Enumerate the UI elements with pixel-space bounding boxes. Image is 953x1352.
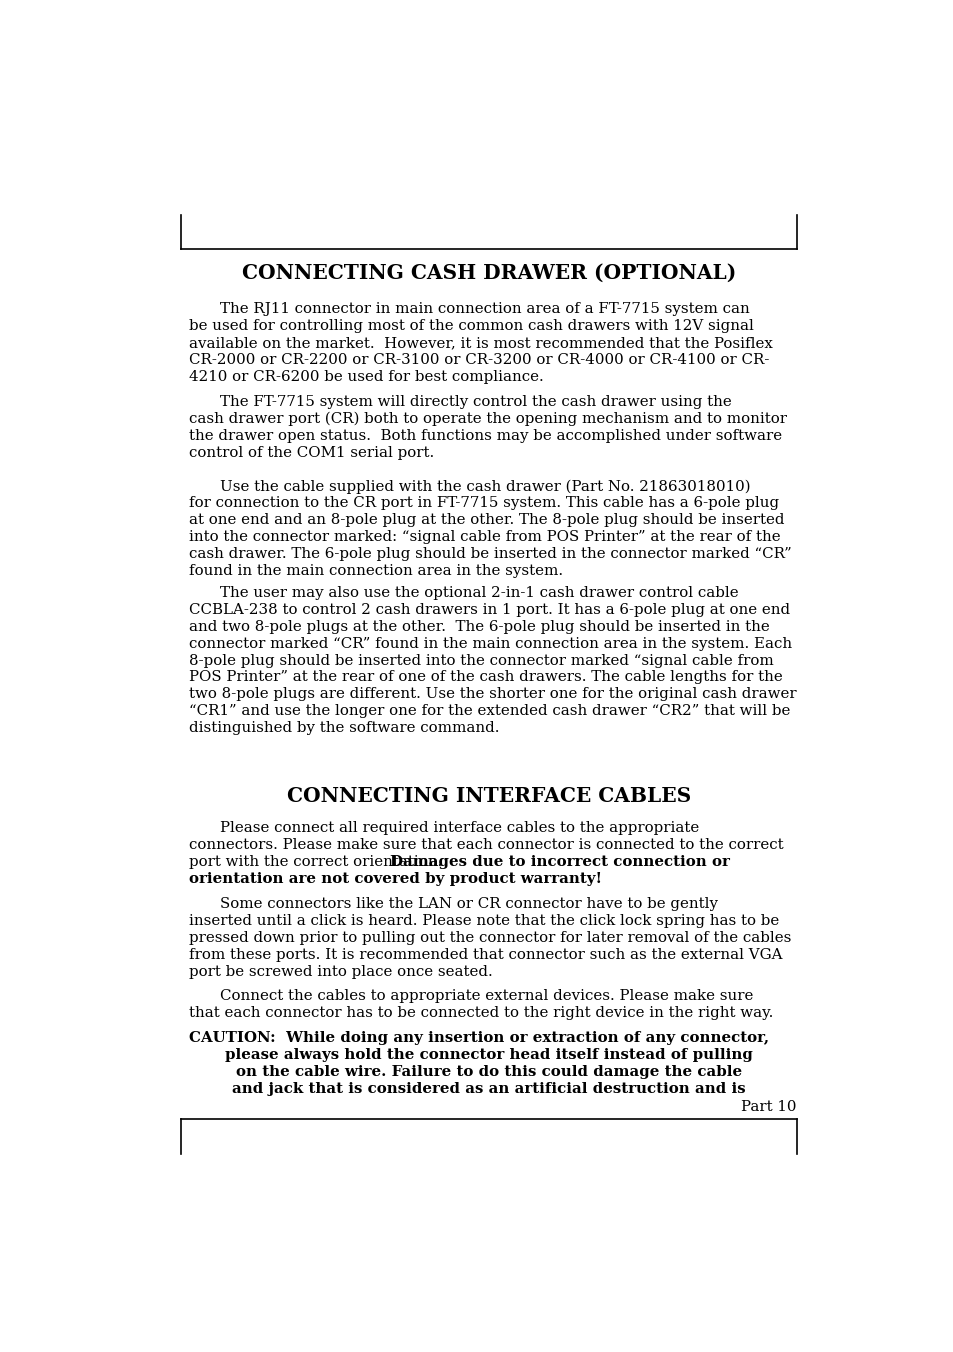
Text: port with the correct orientation.: port with the correct orientation.: [189, 856, 447, 869]
Text: two 8-pole plugs are different. Use the shorter one for the original cash drawer: two 8-pole plugs are different. Use the …: [189, 687, 796, 702]
Text: The RJ11 connector in main connection area of a FT-7715 system can: The RJ11 connector in main connection ar…: [220, 303, 749, 316]
Text: please always hold the connector head itself instead of pulling: please always hold the connector head it…: [225, 1048, 752, 1061]
Text: The user may also use the optional 2-in-1 cash drawer control cable: The user may also use the optional 2-in-…: [220, 585, 738, 600]
Text: Please connect all required interface cables to the appropriate: Please connect all required interface ca…: [220, 822, 699, 836]
Text: cash drawer port (CR) both to operate the opening mechanism and to monitor: cash drawer port (CR) both to operate th…: [189, 412, 786, 426]
Text: found in the main connection area in the system.: found in the main connection area in the…: [189, 564, 562, 579]
Text: that each connector has to be connected to the right device in the right way.: that each connector has to be connected …: [189, 1006, 773, 1021]
Text: Connect the cables to appropriate external devices. Please make sure: Connect the cables to appropriate extern…: [220, 990, 753, 1003]
Text: be used for controlling most of the common cash drawers with 12V signal: be used for controlling most of the comm…: [189, 319, 753, 334]
Text: CONNECTING INTERFACE CABLES: CONNECTING INTERFACE CABLES: [287, 786, 690, 806]
Text: at one end and an 8-pole plug at the other. The 8-pole plug should be inserted: at one end and an 8-pole plug at the oth…: [189, 514, 783, 527]
Text: into the connector marked: “signal cable from POS Printer” at the rear of the: into the connector marked: “signal cable…: [189, 530, 780, 545]
Text: Damages due to incorrect connection or: Damages due to incorrect connection or: [390, 856, 730, 869]
Text: CR-2000 or CR-2200 or CR-3100 or CR-3200 or CR-4000 or CR-4100 or CR-: CR-2000 or CR-2200 or CR-3100 or CR-3200…: [189, 353, 768, 368]
Text: CONNECTING CASH DRAWER (OPTIONAL): CONNECTING CASH DRAWER (OPTIONAL): [241, 262, 736, 283]
Text: cash drawer. The 6-pole plug should be inserted in the connector marked “CR”: cash drawer. The 6-pole plug should be i…: [189, 548, 791, 561]
Text: distinguished by the software command.: distinguished by the software command.: [189, 721, 499, 735]
Text: on the cable wire. Failure to do this could damage the cable: on the cable wire. Failure to do this co…: [235, 1064, 741, 1079]
Text: connectors. Please make sure that each connector is connected to the correct: connectors. Please make sure that each c…: [189, 838, 782, 852]
Text: 4210 or CR-6200 be used for best compliance.: 4210 or CR-6200 be used for best complia…: [189, 370, 543, 384]
Text: and jack that is considered as an artificial destruction and is: and jack that is considered as an artifi…: [232, 1082, 745, 1095]
Text: pressed down prior to pulling out the connector for later removal of the cables: pressed down prior to pulling out the co…: [189, 930, 791, 945]
Text: port be screwed into place once seated.: port be screwed into place once seated.: [189, 964, 493, 979]
Text: connector marked “CR” found in the main connection area in the system. Each: connector marked “CR” found in the main …: [189, 637, 791, 650]
Text: control of the COM1 serial port.: control of the COM1 serial port.: [189, 446, 434, 460]
Text: and two 8-pole plugs at the other.  The 6-pole plug should be inserted in the: and two 8-pole plugs at the other. The 6…: [189, 619, 769, 634]
Text: from these ports. It is recommended that connector such as the external VGA: from these ports. It is recommended that…: [189, 948, 781, 961]
Text: 8-pole plug should be inserted into the connector marked “signal cable from: 8-pole plug should be inserted into the …: [189, 653, 773, 668]
Text: Use the cable supplied with the cash drawer (Part No. 21863018010): Use the cable supplied with the cash dra…: [220, 480, 750, 493]
Text: orientation are not covered by product warranty!: orientation are not covered by product w…: [189, 872, 601, 886]
Text: POS Printer” at the rear of one of the cash drawers. The cable lengths for the: POS Printer” at the rear of one of the c…: [189, 671, 781, 684]
Text: inserted until a click is heard. Please note that the click lock spring has to b: inserted until a click is heard. Please …: [189, 914, 779, 927]
Text: “CR1” and use the longer one for the extended cash drawer “CR2” that will be: “CR1” and use the longer one for the ext…: [189, 704, 789, 718]
Text: CCBLA-238 to control 2 cash drawers in 1 port. It has a 6-pole plug at one end: CCBLA-238 to control 2 cash drawers in 1…: [189, 603, 789, 617]
Text: the drawer open status.  Both functions may be accomplished under software: the drawer open status. Both functions m…: [189, 429, 781, 442]
Text: CAUTION:  While doing any insertion or extraction of any connector,: CAUTION: While doing any insertion or ex…: [189, 1030, 768, 1045]
Text: available on the market.  However, it is most recommended that the Posiflex: available on the market. However, it is …: [189, 337, 772, 350]
Text: Part 10: Part 10: [740, 1101, 796, 1114]
Text: Some connectors like the LAN or CR connector have to be gently: Some connectors like the LAN or CR conne…: [220, 896, 718, 911]
Text: for connection to the CR port in FT-7715 system. This cable has a 6-pole plug: for connection to the CR port in FT-7715…: [189, 496, 779, 511]
Text: The FT-7715 system will directly control the cash drawer using the: The FT-7715 system will directly control…: [220, 395, 731, 408]
